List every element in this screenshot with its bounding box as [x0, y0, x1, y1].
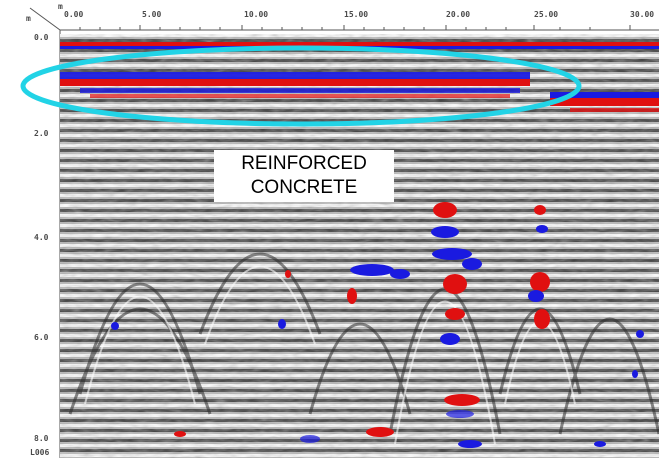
- x-tick-2: 10.00: [244, 10, 269, 19]
- left-axis: m 0.0 2.0 4.0 6.0 8.0 L006: [0, 0, 60, 458]
- y-tick-0: 0.0: [34, 33, 49, 42]
- x-tick-3: 15.00: [344, 10, 369, 19]
- x-tick-6: 30.00: [630, 10, 655, 19]
- gpr-scan-image: [60, 34, 659, 458]
- axis-unit-top: m: [58, 2, 63, 11]
- x-tick-4: 20.00: [446, 10, 471, 19]
- y-tick-2: 4.0: [34, 233, 49, 242]
- y-tick-4: 8.0: [34, 434, 49, 443]
- top-axis: m 0.00 5.00 10.00 15.00 20.00 25.00 30.0…: [58, 0, 659, 34]
- y-tick-3: 6.0: [34, 333, 49, 342]
- radargram-plot: [60, 34, 659, 458]
- axis-unit-left: m: [26, 14, 31, 23]
- y-tick-1: 2.0: [34, 129, 49, 138]
- x-tick-5: 25.00: [534, 10, 559, 19]
- x-tick-0: 0.00: [64, 10, 84, 19]
- label-line-2: CONCRETE: [250, 177, 358, 198]
- x-tick-1: 5.00: [142, 10, 162, 19]
- reinforced-concrete-label: REINFORCED CONCRETE: [214, 150, 394, 202]
- label-line-1: REINFORCED: [241, 153, 367, 174]
- file-label: L006: [30, 448, 50, 457]
